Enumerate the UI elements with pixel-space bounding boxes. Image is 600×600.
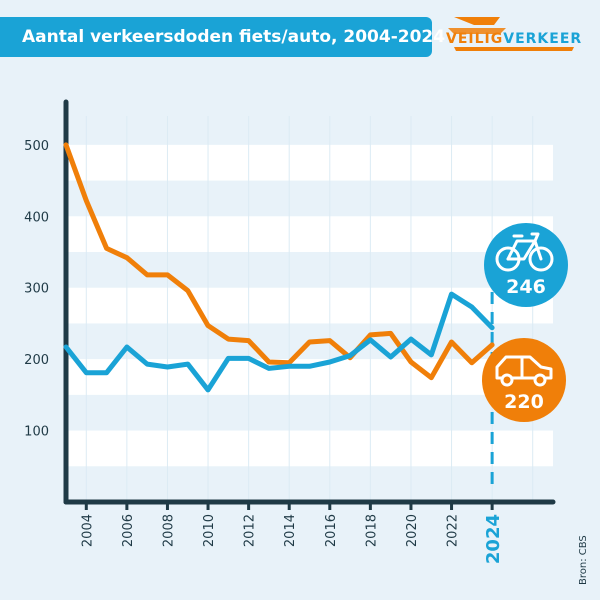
bike-badge-circle	[484, 223, 568, 307]
x-tick-labels: 2004 2006 2008 2010 2012 2014 2016 2018 2020 2022…	[80, 502, 504, 564]
x-tick-label: 2014	[283, 514, 298, 547]
logo-text-veilig: VEILIG	[446, 31, 504, 47]
x-tick-label: 2004	[80, 514, 95, 547]
grid-stripe	[66, 144, 553, 181]
x-tick-label: 2016	[324, 514, 339, 547]
chart-title: Aantal verkeersdoden fiets/auto, 2004-20…	[22, 27, 446, 47]
y-tick-label: 100	[24, 425, 49, 440]
y-tick-labels: 100 200 300 400 500	[24, 139, 49, 440]
chart-stripes	[66, 144, 553, 467]
bicycle-icon	[495, 232, 554, 272]
x-tick-label: 2012	[243, 514, 258, 547]
grid-stripe	[66, 430, 553, 467]
veilig-verkeer-logo: VEILIGVERKEER	[444, 14, 584, 58]
y-tick-label: 200	[24, 353, 49, 368]
series-line-fiets	[63, 291, 495, 393]
x-tick-label: 2018	[364, 514, 379, 547]
bike-badge-value: 246	[506, 276, 546, 298]
y-tick-label: 400	[24, 210, 49, 225]
car-badge: 220	[482, 338, 566, 422]
car-badge-value: 220	[504, 391, 544, 413]
y-gridlines	[85, 116, 534, 502]
x-tick-label: 2020	[405, 514, 420, 547]
x-tick-label: 2022	[446, 514, 461, 547]
x-tick-label: 2006	[121, 514, 136, 547]
grid-stripe	[66, 216, 553, 252]
y-tick-label: 300	[24, 282, 49, 297]
x-tick-label: 2010	[202, 514, 217, 547]
y-tick-label: 500	[24, 139, 49, 154]
series-layer	[63, 142, 495, 393]
bike-badge: 246	[484, 223, 568, 307]
logo-text: VEILIGVERKEER	[446, 31, 582, 47]
x-tick-label-highlight: 2024	[483, 514, 504, 564]
logo-text-verkeer: VERKEER	[503, 31, 583, 47]
x-tick-label: 2008	[161, 514, 176, 547]
title-bar: Aantal verkeersdoden fiets/auto, 2004-20…	[0, 17, 445, 57]
car-icon	[495, 355, 553, 387]
source-label: Bron: CBS	[578, 535, 589, 585]
series-line-auto	[63, 142, 495, 381]
logo-emblem-icon	[448, 17, 574, 51]
